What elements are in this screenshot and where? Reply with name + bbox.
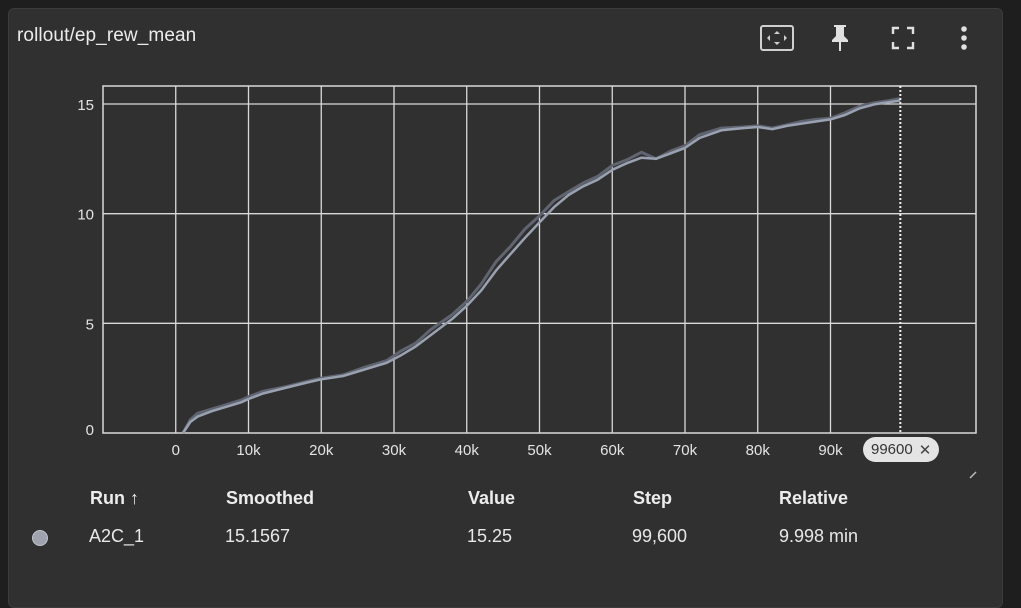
fit-domain-icon[interactable] (759, 22, 795, 54)
x-tick-label: 90k (818, 442, 843, 459)
more-vert-icon[interactable] (946, 22, 982, 54)
x-tick-label: 30k (382, 442, 407, 459)
y-tick-label: 15 (77, 97, 94, 114)
run-color-dot[interactable] (32, 530, 48, 546)
x-tick-label: 20k (309, 442, 334, 459)
header-relative: Relative (779, 488, 849, 508)
series-raw-line (181, 97, 901, 434)
x-tick-label: 80k (746, 442, 771, 459)
resize-handle-icon (969, 471, 977, 479)
y-tick-label: 0 (86, 422, 94, 439)
x-tick-label: 60k (600, 442, 625, 459)
series-smoothed-line (181, 99, 901, 434)
header-smoothed: Smoothed (226, 488, 314, 508)
x-tick-label: 10k (236, 442, 261, 459)
x-tick-label: 0 (172, 442, 180, 459)
header-value: Value (468, 488, 516, 508)
row-run: A2C_1 (89, 526, 145, 546)
row-value: 15.25 (467, 526, 513, 546)
pin-icon[interactable] (822, 22, 858, 54)
chart-area: 0 10k 20k 30k 40k 50k 60k 70k 80k 90k 0 5 10 15 (0, 0, 1021, 593)
x-tick-label: 50k (527, 442, 552, 459)
row-step: 99,600 (632, 526, 688, 546)
x-tick-label: 40k (455, 442, 480, 459)
y-tick-label: 5 (86, 316, 94, 333)
fullscreen-icon[interactable] (885, 22, 921, 54)
step-cursor-pill[interactable]: 99600 ✕ (863, 437, 940, 462)
chart-card (8, 8, 1003, 608)
close-icon[interactable]: ✕ (918, 441, 932, 459)
header-step: Step (633, 488, 673, 508)
line-chart[interactable]: 0 10k 20k 30k 40k 50k 60k 70k 80k 90k 0 5 10 15 (0, 0, 1021, 593)
step-cursor-label: 99600 (871, 441, 913, 458)
header-run[interactable]: Run ↑ (90, 488, 139, 508)
row-smoothed: 15.1567 (225, 526, 291, 546)
card-title: rollout/ep_rew_mean (17, 25, 197, 46)
row-relative: 9.998 min (779, 526, 859, 546)
y-tick-label: 10 (77, 207, 94, 224)
x-tick-label: 70k (673, 442, 698, 459)
